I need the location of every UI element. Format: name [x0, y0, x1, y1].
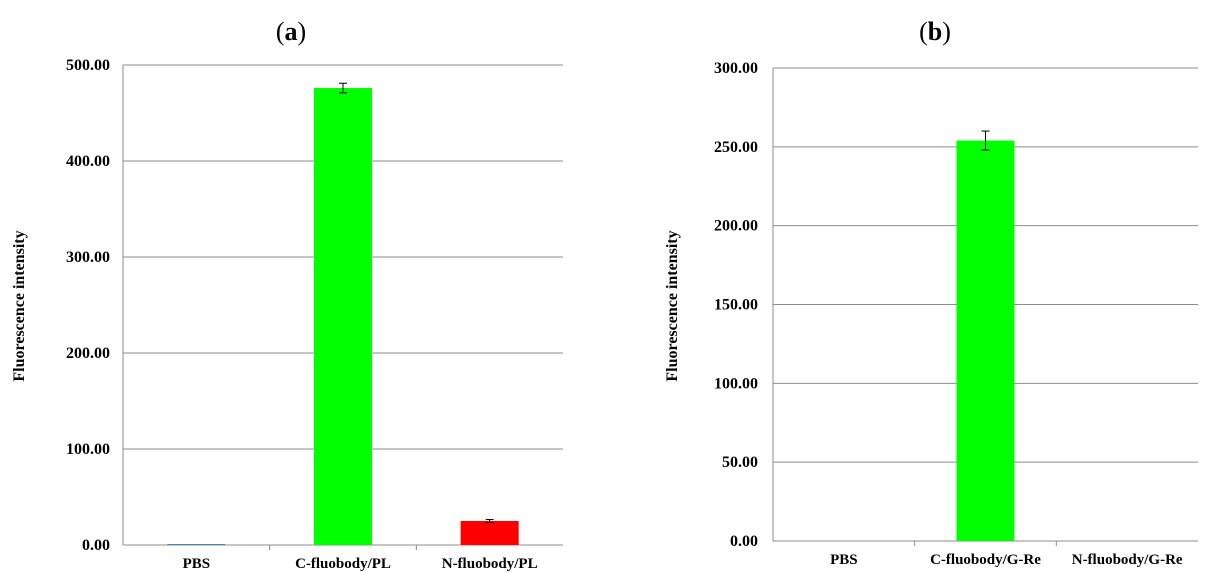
category-label: C-fluobody/G-Re [930, 552, 1041, 568]
y-tick-label: 0.00 [730, 533, 758, 550]
panel-a-title: (a) [276, 17, 306, 46]
panel-b-categories: PBS C-fluobody/G-Re N-fluobody/G-Re [830, 552, 1183, 568]
y-tick-label: 100.00 [66, 441, 110, 458]
panel-a-bars [167, 83, 518, 545]
bar [314, 88, 372, 545]
panel-a-y-axis-label: Fluorescence intensity [11, 230, 28, 381]
category-label: N-fluobody/PL [442, 556, 538, 572]
y-tick-label: 0.00 [82, 537, 110, 554]
category-label: PBS [830, 552, 858, 568]
bar [461, 521, 519, 545]
y-tick-label: 300.00 [66, 249, 110, 266]
panel-b-title: (b) [919, 17, 951, 46]
category-label: N-fluobody/G-Re [1072, 552, 1183, 568]
bar [957, 141, 1015, 541]
y-tick-label: 150.00 [714, 297, 758, 314]
category-label: PBS [183, 556, 211, 572]
y-tick-label: 200.00 [66, 345, 110, 362]
y-tick-label: 250.00 [714, 139, 758, 156]
y-tick-label: 400.00 [66, 153, 110, 170]
panel-a-categories: PBS C-fluobody/PL N-fluobody/PL [183, 556, 538, 572]
panel-b-y-axis-label: Fluorescence intensity [664, 230, 681, 381]
y-tick-label: 200.00 [714, 218, 758, 235]
panel-a-y-ticks: 0.00 100.00 200.00 300.00 400.00 500.00 [66, 57, 110, 554]
chart-panel-b: (b) Fluorescence intensity 0.00 50.00 100.… [664, 17, 1198, 568]
y-tick-label: 50.00 [722, 454, 758, 471]
category-label: C-fluobody/PL [295, 556, 391, 572]
y-tick-label: 300.00 [714, 60, 758, 77]
panel-b-bars [957, 131, 1015, 541]
y-tick-label: 500.00 [66, 57, 110, 74]
y-tick-label: 100.00 [714, 375, 758, 392]
chart-panel-a: (a) Fluorescence intensity 0.00 100.00 200… [11, 17, 563, 572]
panel-b-y-ticks: 0.00 50.00 100.00 150.00 200.00 250.00 300.00 [714, 60, 758, 550]
bar [167, 544, 225, 545]
